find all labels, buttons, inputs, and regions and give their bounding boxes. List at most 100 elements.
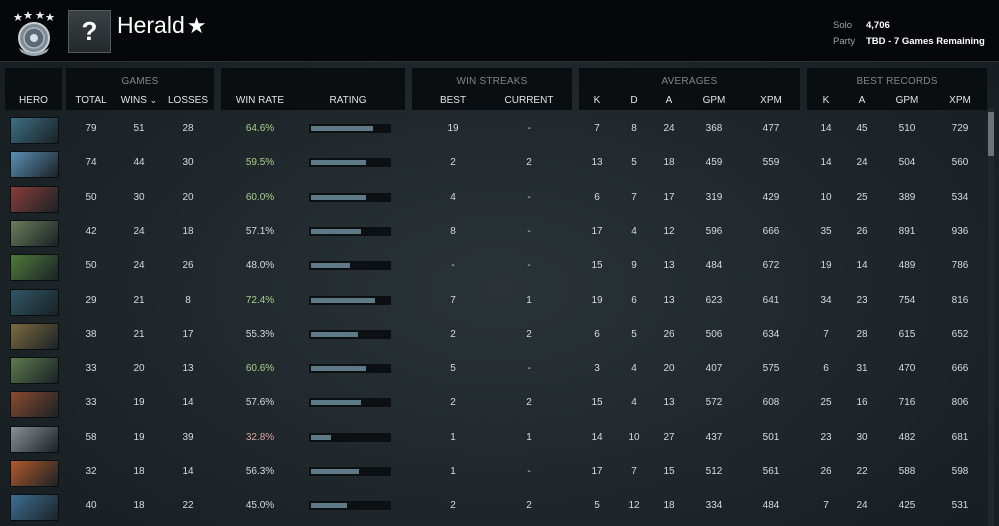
cell-a: 18 bbox=[663, 500, 675, 512]
cell-d: 4 bbox=[631, 225, 637, 237]
table-row[interactable]: 33 19 14 57.6% 2 2 15 4 13 572 608 25 16 716 806 bbox=[5, 386, 987, 420]
hero-header: HERO bbox=[5, 68, 62, 110]
cell-current: 1 bbox=[526, 431, 532, 443]
records-header: BEST RECORDS K A GPM XPM bbox=[807, 68, 987, 110]
hero-portrait[interactable] bbox=[10, 425, 59, 453]
cell-current: 2 bbox=[526, 157, 532, 169]
cell-d: 8 bbox=[631, 123, 637, 134]
rating-bar-fill bbox=[311, 228, 361, 234]
cell-ra: 14 bbox=[856, 260, 868, 272]
cell-a: 17 bbox=[663, 191, 675, 203]
cell-total: 50 bbox=[85, 260, 97, 272]
table-row[interactable]: 38 21 17 55.3% 2 2 6 5 26 506 634 7 28 615 652 bbox=[5, 318, 987, 352]
hero-portrait[interactable] bbox=[10, 151, 59, 179]
table-row[interactable]: 74 44 30 59.5% 2 2 13 5 18 459 559 14 24 504 560 bbox=[5, 146, 987, 180]
games-header: GAMES TOTAL WINS ⌄ LOSSES bbox=[66, 68, 214, 110]
cell-win-rate: 64.6% bbox=[245, 123, 275, 134]
cell-gpm: 319 bbox=[705, 191, 723, 203]
scroll-thumb[interactable] bbox=[988, 112, 994, 156]
hero-portrait[interactable] bbox=[10, 117, 59, 144]
table-row[interactable]: 50 30 20 60.0% 4 - 6 7 17 319 429 10 25 389 534 bbox=[5, 181, 987, 215]
cell-best: 2 bbox=[450, 157, 456, 169]
col-avg-xpm[interactable]: XPM bbox=[760, 95, 782, 106]
unknown-hero-portrait[interactable]: ? bbox=[68, 10, 111, 53]
cell-rk: 26 bbox=[820, 466, 832, 477]
col-rec-k[interactable]: K bbox=[822, 95, 830, 106]
cell-k: 5 bbox=[594, 500, 600, 512]
table-row[interactable]: 32 18 14 56.3% 1 - 17 7 15 512 561 26 22 588 598 bbox=[5, 455, 987, 489]
cell-losses: 17 bbox=[182, 328, 194, 340]
cell-gpm: 368 bbox=[705, 123, 723, 134]
table-row[interactable]: 79 51 28 64.6% 19 - 7 8 24 368 477 14 45 510 729 bbox=[5, 112, 987, 146]
cell-gpm: 407 bbox=[705, 363, 723, 375]
hero-portrait[interactable] bbox=[10, 288, 59, 316]
rating-bar-fill bbox=[311, 297, 375, 303]
col-rec-xpm[interactable]: XPM bbox=[949, 95, 971, 106]
col-rating[interactable]: RATING bbox=[329, 95, 367, 106]
col-avg-d[interactable]: D bbox=[630, 95, 638, 106]
cell-wins: 18 bbox=[133, 500, 145, 512]
table-row[interactable]: 40 18 22 45.0% 2 2 5 12 18 334 484 7 24 425 531 bbox=[5, 489, 987, 523]
cell-a: 12 bbox=[663, 225, 675, 237]
cell-win-rate: 57.1% bbox=[245, 225, 275, 237]
cell-rk: 14 bbox=[820, 157, 832, 169]
hero-portrait[interactable] bbox=[10, 460, 59, 487]
col-avg-k[interactable]: K bbox=[593, 95, 601, 106]
col-wins[interactable]: WINS ⌄ bbox=[116, 95, 162, 106]
cell-total: 50 bbox=[85, 191, 97, 203]
hero-portrait[interactable] bbox=[10, 322, 59, 350]
cell-xpm: 501 bbox=[762, 431, 780, 443]
cell-rgpm: 389 bbox=[898, 191, 916, 203]
cell-best: 2 bbox=[450, 397, 456, 409]
cell-rxpm: 666 bbox=[951, 363, 969, 375]
col-total[interactable]: TOTAL bbox=[75, 95, 107, 106]
cell-wins: 19 bbox=[133, 397, 145, 409]
vertical-scrollbar[interactable] bbox=[988, 108, 994, 526]
hero-portrait[interactable] bbox=[10, 254, 59, 282]
cell-ra: 25 bbox=[856, 191, 868, 203]
cell-rk: 7 bbox=[823, 328, 829, 340]
table-row[interactable]: 58 19 39 32.8% 1 1 14 10 27 437 501 23 30 482 681 bbox=[5, 421, 987, 455]
solo-value: 4,706 bbox=[866, 20, 890, 31]
hero-portrait[interactable] bbox=[10, 391, 59, 419]
hero-portrait[interactable] bbox=[10, 494, 59, 522]
col-wins-label: WINS bbox=[120, 95, 147, 106]
cell-win-rate: 32.8% bbox=[245, 431, 275, 443]
cell-ra: 22 bbox=[856, 466, 868, 477]
col-losses[interactable]: LOSSES bbox=[167, 95, 209, 106]
table-row[interactable]: 50 24 26 48.0% - - 15 9 13 484 672 19 14 489 786 bbox=[5, 249, 987, 283]
cell-rgpm: 891 bbox=[898, 225, 916, 237]
col-avg-a[interactable]: A bbox=[665, 95, 673, 106]
cell-rgpm: 425 bbox=[898, 500, 916, 512]
cell-ra: 24 bbox=[856, 500, 868, 512]
cell-total: 40 bbox=[85, 500, 97, 512]
cell-current: - bbox=[527, 260, 531, 272]
cell-ra: 23 bbox=[856, 294, 868, 306]
col-rec-gpm[interactable]: GPM bbox=[895, 95, 919, 106]
hero-portrait[interactable] bbox=[10, 357, 59, 385]
cell-best: 2 bbox=[450, 328, 456, 340]
cell-xpm: 484 bbox=[762, 500, 780, 512]
table-row[interactable]: 29 21 8 72.4% 7 1 19 6 13 623 641 34 23 754 816 bbox=[5, 284, 987, 318]
rating-bar bbox=[309, 261, 391, 271]
hero-portrait[interactable] bbox=[10, 219, 59, 247]
col-win-rate[interactable]: WIN RATE bbox=[235, 95, 285, 106]
cell-best: 7 bbox=[450, 294, 456, 306]
cell-rk: 23 bbox=[820, 431, 832, 443]
col-current[interactable]: CURRENT bbox=[504, 95, 554, 106]
col-best[interactable]: BEST bbox=[439, 95, 467, 106]
col-rec-a[interactable]: A bbox=[858, 95, 866, 106]
rating-bar-fill bbox=[311, 469, 359, 474]
col-avg-gpm[interactable]: GPM bbox=[702, 95, 726, 106]
table-row[interactable]: 33 20 13 60.6% 5 - 3 4 20 407 575 6 31 470 666 bbox=[5, 352, 987, 386]
cell-wins: 30 bbox=[133, 191, 145, 203]
table-row[interactable]: 42 24 18 57.1% 8 - 17 4 12 596 666 35 26 891 936 bbox=[5, 215, 987, 249]
hero-portrait[interactable] bbox=[10, 185, 59, 213]
cell-rk: 25 bbox=[820, 397, 832, 409]
cell-d: 6 bbox=[631, 294, 637, 306]
cell-win-rate: 45.0% bbox=[245, 500, 275, 512]
cell-rxpm: 806 bbox=[951, 397, 969, 409]
cell-win-rate: 72.4% bbox=[245, 294, 275, 306]
col-hero[interactable]: HERO bbox=[19, 95, 48, 106]
cell-gpm: 459 bbox=[705, 157, 723, 169]
